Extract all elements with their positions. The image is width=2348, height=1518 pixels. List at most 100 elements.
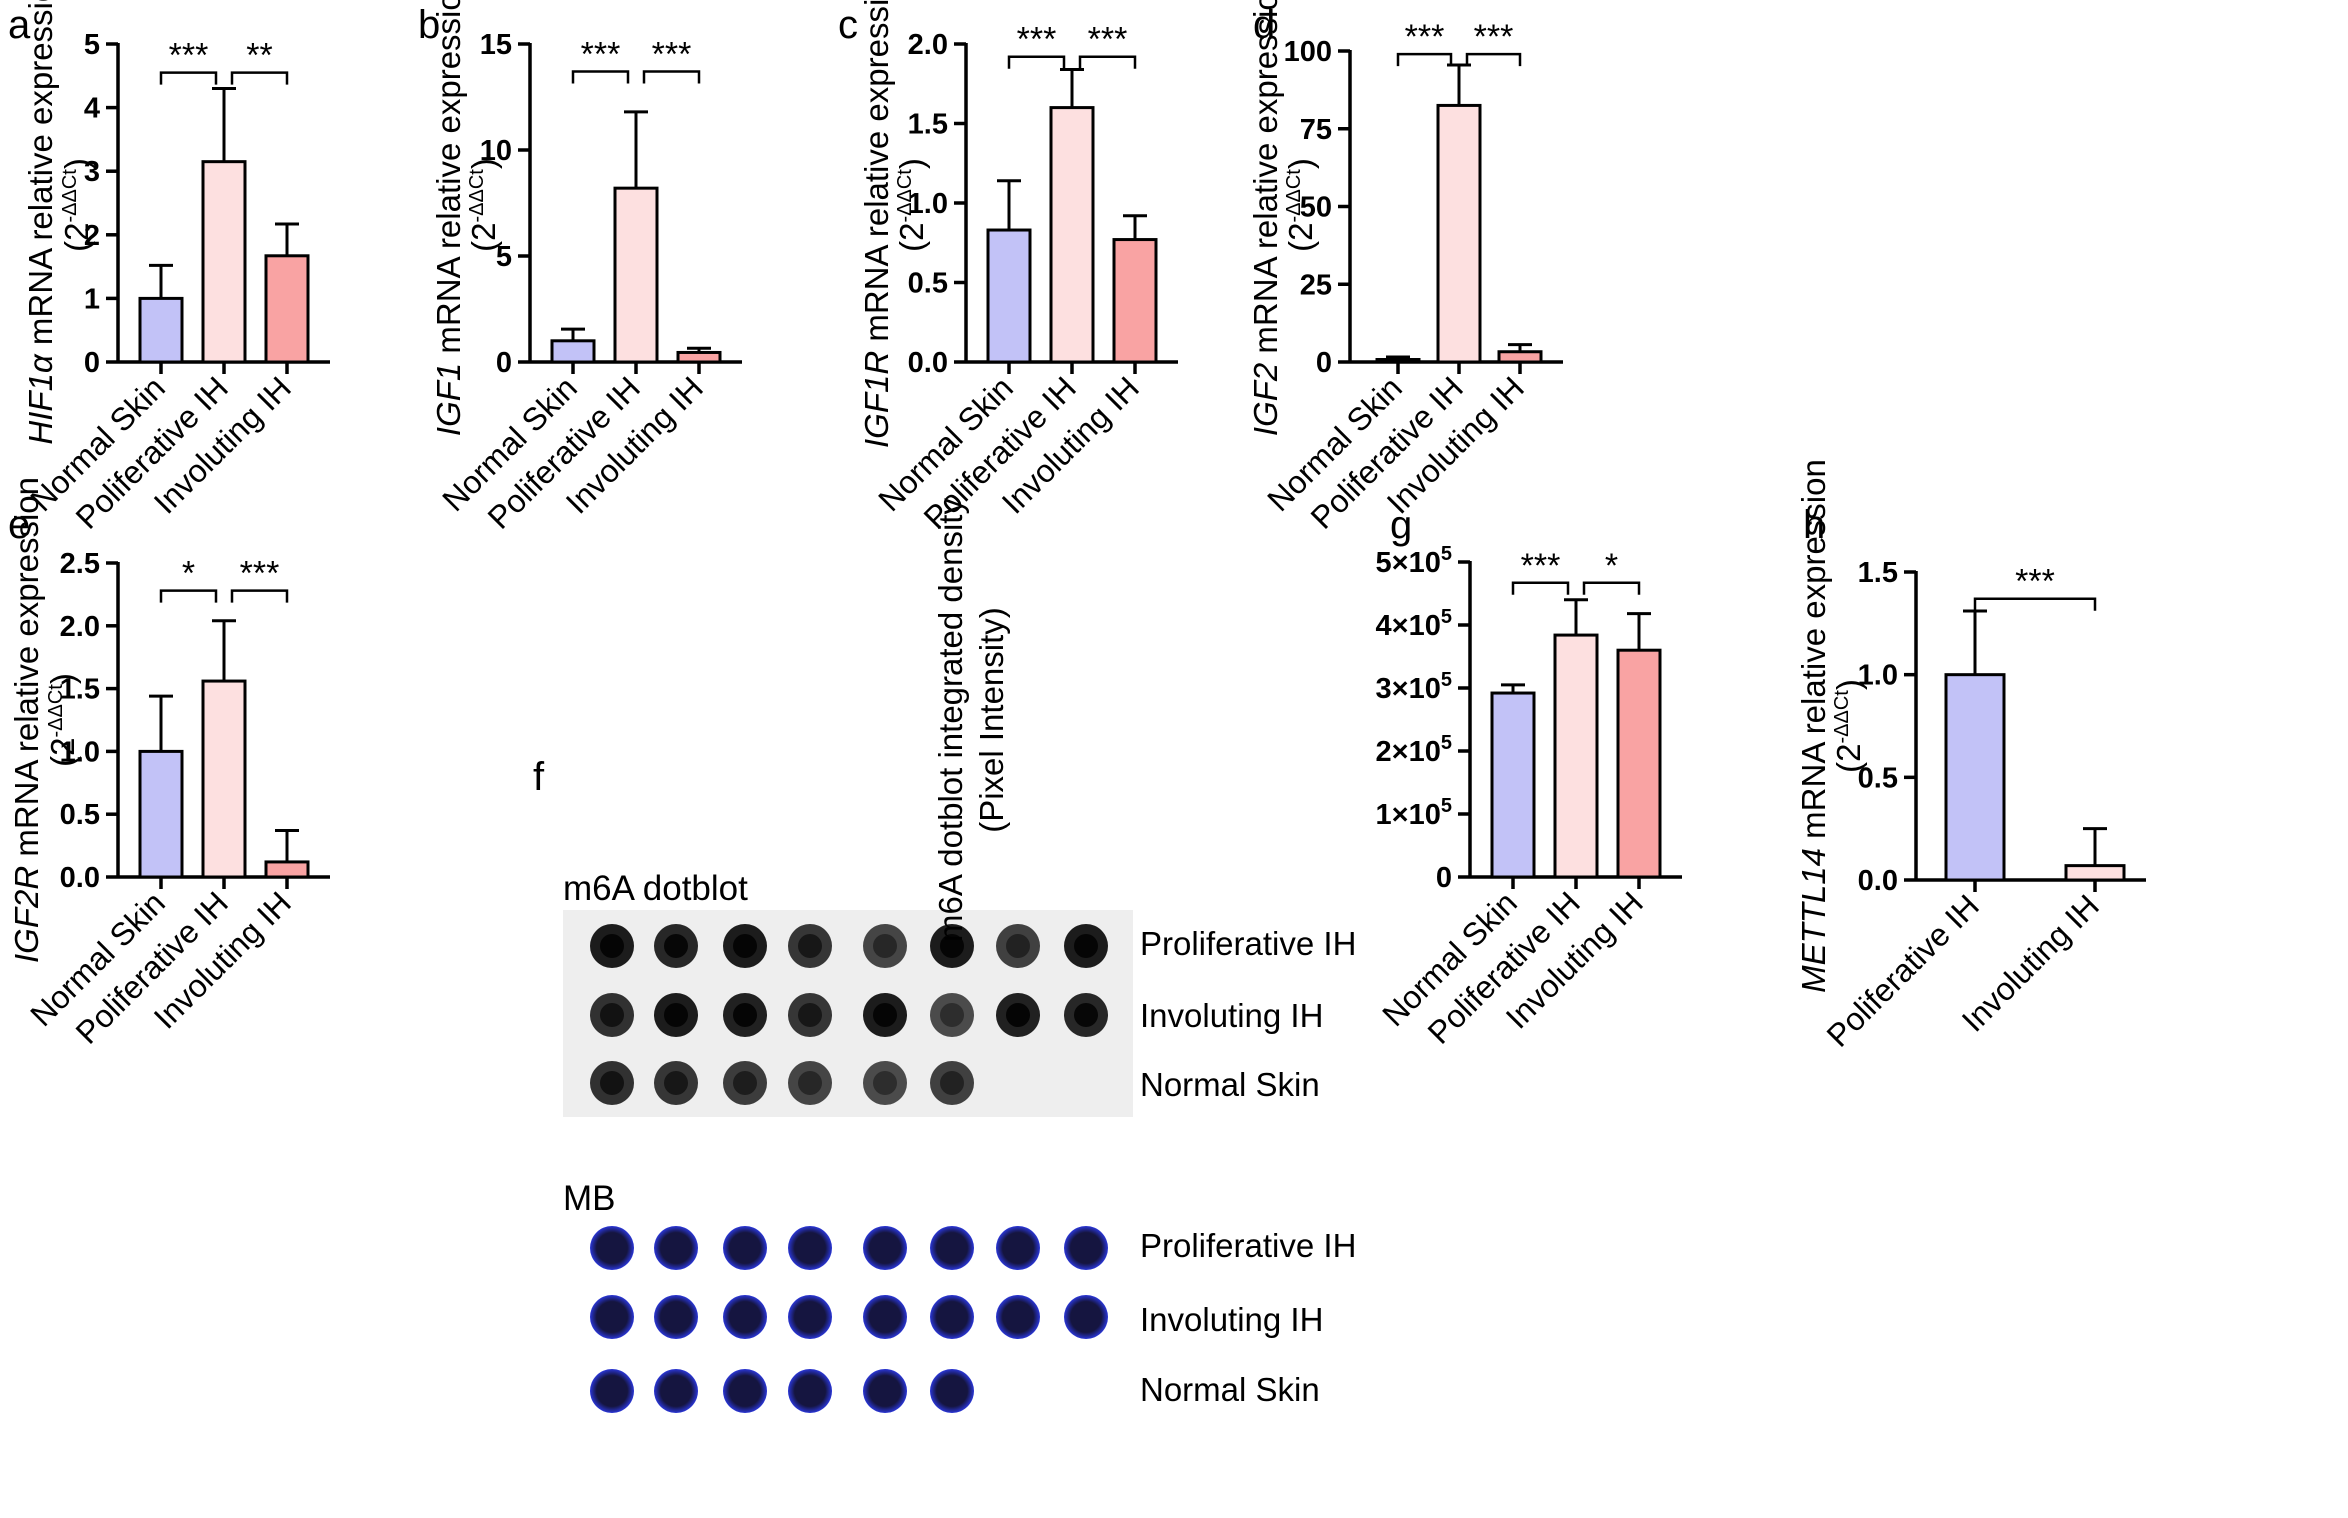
- significance-bracket: [1007, 55, 1066, 69]
- m6a-dot-grid: [590, 924, 1108, 1105]
- y-axis-label: IGF2R mRNA relative expression: [8, 477, 45, 963]
- significance-bracket: [1396, 52, 1453, 67]
- m6a-dot-core: [600, 934, 624, 958]
- y-axis-unit: (Pixel Intensity): [973, 607, 1010, 833]
- m6a-dot-core: [940, 1003, 964, 1027]
- significance-label: **: [246, 37, 272, 75]
- y-tick-label: 1.5: [60, 674, 100, 706]
- mb-dot: [590, 1295, 634, 1339]
- y-tick-label: 2.5: [60, 548, 100, 580]
- significance-bracket: [159, 589, 218, 603]
- y-tick-label: 1.0: [908, 188, 948, 220]
- dotblot-panel: f m6A dotblot Proliferative IH Involutin…: [533, 755, 1356, 1413]
- y-axis-unit: (2-ΔΔCt): [58, 158, 95, 252]
- panel-letter-b: b: [418, 3, 440, 47]
- mb-dot: [930, 1295, 974, 1339]
- mb-dot-grid: [590, 1226, 1108, 1413]
- bar-e-1: [201, 679, 247, 879]
- significance-label: ***: [1474, 18, 1514, 56]
- significance-bracket: [1973, 597, 2097, 611]
- x-category-label: Poliferative IH: [1820, 887, 1986, 1053]
- significance-label: ***: [581, 36, 621, 74]
- significance-label: *: [1605, 547, 1618, 585]
- bar-h-1: [2064, 864, 2126, 882]
- bar-a-0: [138, 296, 184, 364]
- y-tick-label: 5×105: [1376, 543, 1452, 579]
- bar-c-1: [1049, 106, 1095, 364]
- m6a-dot-core: [1006, 934, 1030, 958]
- y-tick-label: 10: [480, 135, 512, 167]
- mb-dot: [654, 1226, 698, 1270]
- y-tick-label: 0.5: [60, 799, 100, 831]
- significance-bracket: [159, 71, 218, 85]
- mb-dot: [590, 1369, 634, 1413]
- panel-letter-e: e: [8, 503, 30, 547]
- y-tick-label: 4×105: [1376, 606, 1452, 642]
- significance-bracket: [642, 70, 701, 84]
- y-tick-label: 15: [480, 29, 512, 61]
- bar-g-1: [1553, 633, 1599, 879]
- y-axis-label: METTL14 mRNA relative expression: [1795, 459, 1832, 993]
- significance-bracket: [1511, 581, 1570, 595]
- significance-label: ***: [169, 37, 209, 75]
- mb-dot: [723, 1369, 767, 1413]
- significance-bracket: [571, 70, 630, 84]
- y-axis-unit: (2-ΔΔCt): [465, 158, 502, 252]
- m6a-blot-membrane: [563, 910, 1133, 1117]
- y-axis-label: IGF1 mRNA relative expression: [430, 0, 467, 436]
- significance-label: ***: [1521, 547, 1561, 585]
- m6a-dot-core: [664, 934, 688, 958]
- mb-dot: [863, 1295, 907, 1339]
- bar-d-0: [1375, 358, 1421, 364]
- significance-bracket: [1465, 52, 1522, 67]
- y-axis-unit: (2-ΔΔCt): [44, 673, 81, 767]
- m6a-dot-core: [798, 934, 822, 958]
- m6a-dot-core: [1074, 934, 1098, 958]
- m6a-dot-core: [873, 934, 897, 958]
- m6a-dotblot-title: m6A dotblot: [563, 869, 748, 908]
- bar-e-2: [264, 860, 310, 879]
- mb-dot: [1064, 1226, 1108, 1270]
- mb-dot: [863, 1369, 907, 1413]
- mb-dot: [590, 1226, 634, 1270]
- m6a-dot-core: [798, 1003, 822, 1027]
- y-tick-label: 0.0: [60, 862, 100, 894]
- bar-b-1: [613, 186, 659, 364]
- y-tick-label: 0: [1436, 862, 1452, 894]
- y-tick-label: 5: [496, 241, 512, 273]
- y-tick-label: 0.5: [1858, 762, 1898, 794]
- y-axis-unit: (2-ΔΔCt): [1282, 158, 1319, 252]
- y-tick-label: 0: [84, 347, 100, 379]
- panel-letter-c: c: [838, 3, 858, 47]
- panel-letter-f: f: [533, 755, 545, 799]
- y-tick-label: 0.0: [1858, 865, 1898, 897]
- significance-label: ***: [2015, 563, 2055, 601]
- mb-dot: [654, 1295, 698, 1339]
- y-tick-label: 1.0: [60, 736, 100, 768]
- m6a-row-label-proliferative: Proliferative IH: [1140, 925, 1356, 962]
- panel-letter-g: g: [1390, 503, 1412, 547]
- bar-a-1: [201, 160, 247, 364]
- mb-dot: [788, 1295, 832, 1339]
- m6a-dot-core: [873, 1003, 897, 1027]
- y-tick-label: 1.0: [1858, 660, 1898, 692]
- y-tick-label: 1.5: [1858, 557, 1898, 589]
- significance-bracket: [1582, 581, 1641, 595]
- bar-d-2: [1497, 350, 1543, 364]
- mb-dot: [930, 1369, 974, 1413]
- y-axis-label: IGF1R mRNA relative expression: [858, 0, 895, 448]
- m6a-dot-core: [1074, 1003, 1098, 1027]
- mb-dot: [1064, 1295, 1108, 1339]
- m6a-dot-core: [664, 1003, 688, 1027]
- y-axis-label: IGF2 mRNA relative expression: [1247, 0, 1284, 436]
- m6a-row-label-normal: Normal Skin: [1140, 1066, 1320, 1103]
- mb-dot: [723, 1295, 767, 1339]
- y-tick-label: 1×105: [1376, 795, 1452, 831]
- y-tick-label: 2.0: [908, 29, 948, 61]
- y-tick-label: 0: [496, 347, 512, 379]
